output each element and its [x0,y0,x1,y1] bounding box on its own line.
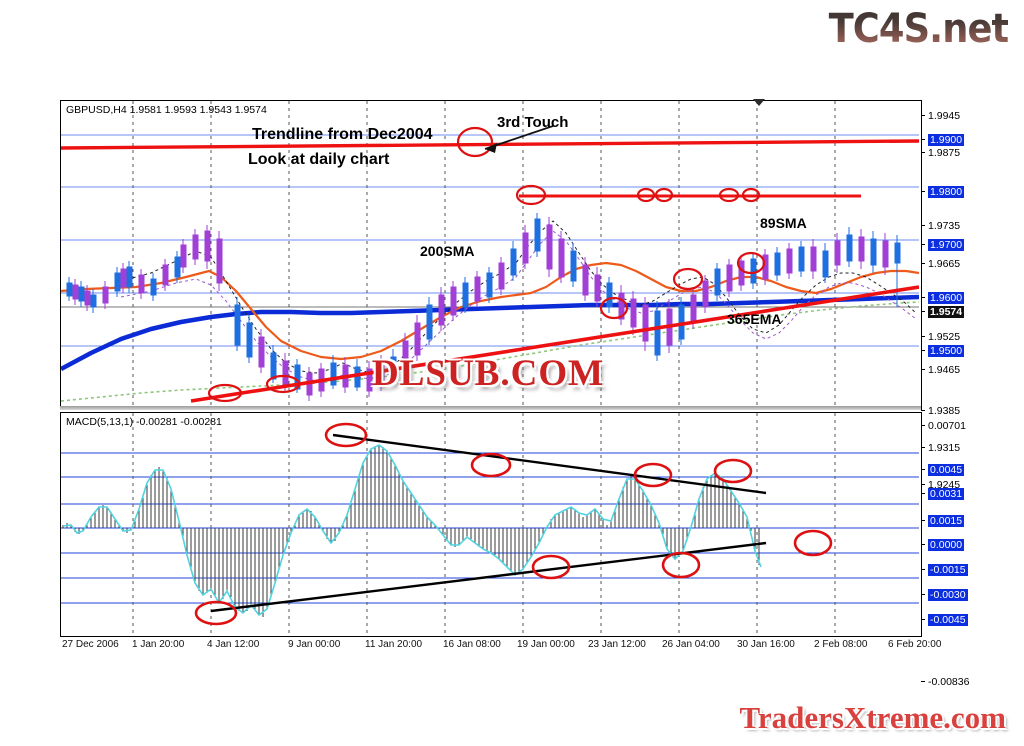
macd-chart-svg [61,413,919,634]
chart-marker-triangle-icon [753,99,765,106]
time-axis-label: 26 Jan 04:00 [662,639,720,650]
price-axis-label: 1.9385 [928,405,961,417]
price-axis[interactable]: 1.9945 1.9900 1.9875 1.9800 1.9735 1.9700 1.96… [921,100,1021,491]
annotation-daily-chart: Look at daily chart [248,151,390,168]
time-axis-label: 19 Jan 00:00 [517,639,575,650]
price-axis-label: 1.9315 [928,442,961,454]
macd-axis-label: 0.0000 [928,539,965,551]
price-panel-header: GBPUSD,H4 1.9581 1.9593 1.9543 1.9574 [66,104,267,116]
touch-markers [207,126,766,403]
annotation-trendline: Trendline from Dec2004 [252,126,433,143]
time-axis-label: 23 Jan 12:00 [588,639,646,650]
time-axis-label: 4 Jan 12:00 [207,639,260,650]
price-chart-panel[interactable] [60,100,922,410]
sma89-line [61,261,919,361]
price-axis-tick [921,152,925,153]
price-axis-label: 1.9500 [928,345,965,357]
macd-axis-tick [921,544,925,545]
price-axis-tick [921,350,925,351]
macd-axis-tick [921,469,925,470]
macd-axis-tick [921,520,925,521]
macd-touch-markers [194,422,833,626]
price-axis-tick [921,484,925,485]
time-axis-label: 16 Jan 08:00 [443,639,501,650]
macd-axis-tick [921,594,925,595]
time-axis-label: 1 Jan 20:00 [132,639,185,650]
candlestick-series [66,213,901,401]
price-axis-tick [921,447,925,448]
price-axis-label: 1.9700 [928,239,965,251]
price-level-lines [61,134,919,347]
tc4s-logo: TC4S.net [828,6,1009,52]
macd-axis-tick [921,493,925,494]
time-axis[interactable]: 27 Dec 2006 1 Jan 20:00 4 Jan 12:00 9 Jan 0… [60,636,1020,658]
price-axis-tick [921,336,925,337]
macd-histogram [62,445,760,617]
dlsub-watermark: DLSUB.COM [372,353,605,394]
price-axis-tick [921,191,925,192]
panel-separator [60,406,921,410]
price-chart-svg [61,101,919,407]
time-axis-label: 9 Jan 00:00 [288,639,341,650]
time-axis-label: 6 Feb 20:00 [888,639,942,650]
macd-axis-tick [921,619,925,620]
macd-bearish-divergence-line [332,433,767,495]
price-axis-tick [921,244,925,245]
indicator-dashed-black [120,220,917,374]
price-axis-label: 1.9875 [928,147,961,159]
time-axis-label: 30 Jan 16:00 [737,639,795,650]
annotation-sma200: 200SMA [420,243,475,259]
annotation-ema365: 365EMA [727,311,782,327]
price-axis-tick [921,297,925,298]
price-axis-tick [921,263,925,264]
price-axis-label: 1.9735 [928,220,961,232]
rising-support-trendline [190,285,919,403]
annotation-third-touch: 3rd Touch [497,114,569,131]
macd-axis-label: 0.0031 [928,488,965,500]
price-axis-tick [921,410,925,411]
macd-axis-label: 0.0045 [928,464,965,476]
descending-trendline [61,139,919,150]
macd-axis-tick [921,681,925,682]
indicator-dashed-purple [120,230,917,382]
price-axis-label: 1.9525 [928,331,961,343]
macd-panel-header: MACD(5,13,1) -0.00281 -0.00281 [66,416,222,428]
macd-axis-label: 0.0015 [928,515,965,527]
macd-axis-label: -0.00836 [928,676,970,688]
macd-axis-label: -0.0015 [928,564,968,576]
annotation-sma89: 89SMA [760,215,807,231]
price-axis-label: 1.9600 [928,292,965,304]
price-axis-tick [921,225,925,226]
third-touch-arrowhead [485,143,497,153]
price-axis-tick [921,369,925,370]
macd-axis[interactable]: 0.00701 0.0045 0.0031 0.0015 0.0000 -0.0015 -0… [921,412,1021,688]
tradersxtreme-logo: TradersXtreme.com [739,700,1006,735]
macd-time-gridlines [132,413,836,634]
macd-axis-tick [921,569,925,570]
time-axis-label: 27 Dec 2006 [62,639,119,650]
time-axis-label: 2 Feb 08:00 [814,639,868,650]
macd-axis-label: -0.0030 [928,589,968,601]
macd-axis-label: 0.00701 [928,420,966,432]
time-axis-label: 11 Jan 20:00 [365,639,423,650]
sma200-line [61,294,919,371]
price-axis-tick [921,139,925,140]
price-axis-tick [921,311,925,312]
price-axis-label: 1.9800 [928,186,965,198]
macd-signal-line [62,444,762,617]
price-axis-label: 1.9465 [928,364,961,376]
price-axis-label: 1.9900 [928,134,965,146]
ema365-line [61,301,919,402]
price-axis-label: 1.9945 [928,110,961,122]
price-axis-label: 1.9574 [928,306,965,318]
macd-chart-panel[interactable] [60,412,922,637]
macd-axis-tick [921,425,925,426]
price-axis-tick [921,115,925,116]
price-axis-label: 1.9665 [928,258,961,270]
macd-axis-label: -0.0045 [928,614,968,626]
